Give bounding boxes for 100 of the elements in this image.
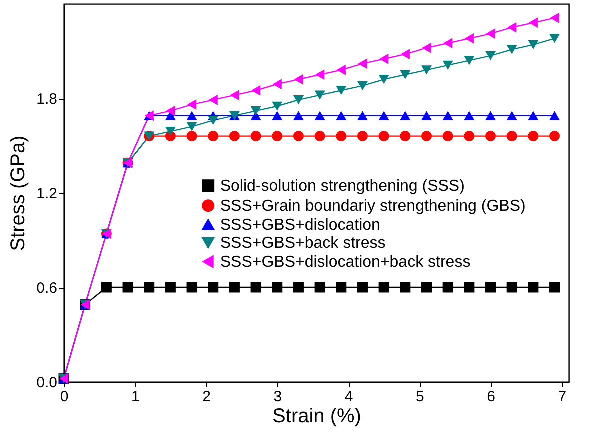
x-tick-label: 5 [416, 388, 424, 406]
point [358, 58, 368, 70]
point [528, 18, 538, 28]
x-tick-label: 3 [274, 388, 282, 406]
point [442, 131, 454, 142]
x-tick-label: 2 [202, 388, 211, 406]
point [230, 90, 240, 101]
point [528, 131, 539, 142]
point [314, 131, 326, 142]
point [252, 85, 261, 96]
legend-label: SSS+GBS+dislocation+back stress [220, 254, 471, 271]
point [422, 42, 432, 54]
point [444, 38, 453, 49]
point [550, 34, 560, 44]
point [550, 111, 560, 120]
point [400, 131, 411, 142]
point [272, 282, 283, 293]
point [229, 282, 240, 293]
point [122, 282, 134, 293]
point [378, 111, 390, 120]
point [422, 66, 432, 75]
point [250, 106, 262, 116]
point [208, 94, 218, 106]
point [293, 282, 304, 293]
point [186, 282, 198, 293]
point [357, 111, 368, 120]
point [506, 282, 518, 293]
y-tick-label: 0.0 [36, 374, 58, 392]
point [272, 102, 283, 111]
point [400, 111, 411, 120]
point [422, 131, 432, 142]
point [165, 127, 176, 136]
point [400, 70, 411, 80]
point [422, 111, 432, 120]
point [378, 131, 390, 142]
point [550, 282, 560, 293]
point [272, 111, 283, 120]
point [442, 60, 454, 70]
point [293, 96, 304, 105]
point [294, 74, 304, 85]
point [336, 86, 347, 96]
point [528, 111, 539, 120]
point [186, 122, 198, 132]
point [464, 56, 475, 66]
x-tick-label: 7 [558, 388, 567, 406]
legend-label: SSS+GBS+back stress [220, 234, 386, 252]
point [486, 131, 496, 142]
point [400, 282, 411, 293]
point [314, 90, 326, 100]
x-tick-label: 0 [60, 388, 69, 406]
point [229, 131, 240, 142]
point [442, 282, 454, 293]
point [272, 131, 283, 142]
point [464, 111, 475, 120]
point [400, 49, 410, 60]
point [550, 12, 560, 24]
point [336, 111, 347, 120]
point [528, 282, 539, 293]
point [165, 282, 176, 293]
point [486, 111, 496, 120]
point [464, 131, 475, 142]
point [101, 282, 112, 293]
point [508, 22, 517, 33]
point [293, 131, 304, 142]
point [442, 111, 454, 120]
point [186, 131, 198, 142]
x-axis-title: Strain (%) [272, 406, 362, 428]
point [293, 111, 304, 120]
point [314, 111, 326, 120]
point [528, 40, 539, 50]
x-tick-label: 1 [131, 388, 140, 406]
point [250, 131, 262, 142]
point [357, 81, 368, 90]
point [272, 79, 282, 90]
point [314, 282, 326, 293]
point [357, 131, 368, 142]
legend-label: Solid-solution strengthening (SSS) [220, 178, 465, 195]
point [464, 33, 474, 44]
point [250, 282, 262, 293]
x-tick-label: 6 [487, 388, 496, 406]
point [186, 111, 198, 120]
point [208, 282, 219, 293]
point [187, 100, 197, 110]
point [380, 54, 389, 64]
point [378, 282, 390, 293]
point [166, 106, 176, 116]
y-tick-label: 1.8 [36, 91, 58, 108]
y-tick-label: 0.6 [36, 280, 58, 297]
point [506, 131, 518, 142]
point [336, 282, 347, 293]
point [208, 116, 219, 126]
point [144, 282, 155, 293]
point [336, 131, 347, 142]
y-tick-label: 1.2 [36, 186, 58, 202]
point [464, 282, 475, 293]
point [486, 282, 496, 293]
point [550, 131, 560, 142]
point [336, 64, 346, 76]
legend-label: SSS+GBS+dislocation [220, 216, 380, 234]
point [486, 28, 496, 40]
